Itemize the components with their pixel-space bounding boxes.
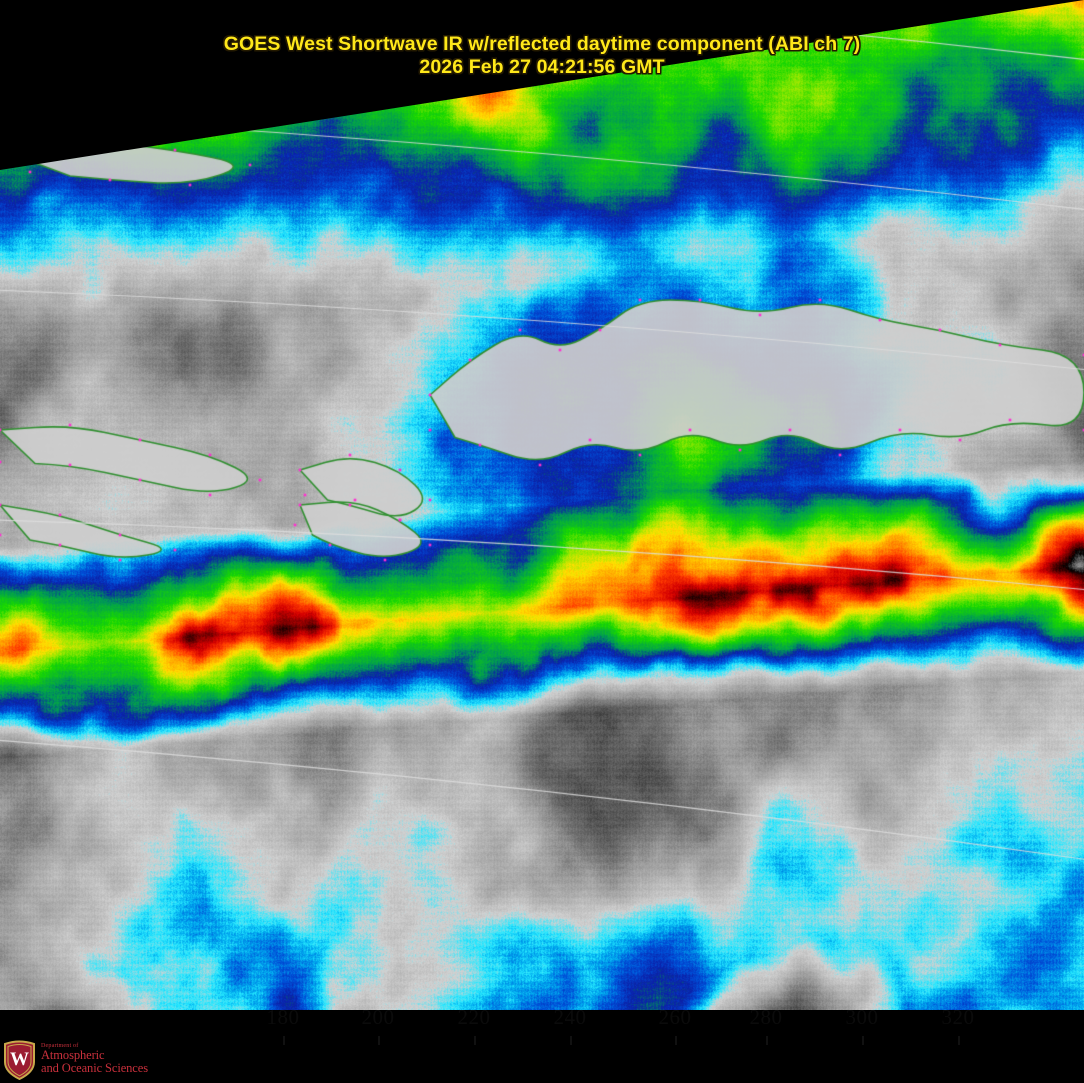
colorbar-tick-mark [958,1036,960,1045]
logo-dept-label: Department of [41,1042,79,1049]
colorbar-tick-label: 260 [658,1005,692,1029]
colorbar-zone: 180 200 220 240 260 280 300 320 [0,1005,1084,1083]
colorbar-tick-mark [474,1036,476,1045]
colorbar-tick-label: 300 [845,1005,879,1029]
logo-line-2: and Oceanic Sciences [41,1060,148,1075]
colorbar-tick-mark [675,1036,677,1045]
colorbar-tick-mark [570,1036,572,1045]
colorbar-tick-label: 320 [941,1005,975,1029]
logo-text-block: Department of Atmospheric and Oceanic Sc… [41,1043,148,1075]
uw-madison-logo: W Department of Atmospheric and Oceanic … [0,1034,161,1083]
svg-text:W: W [10,1049,29,1070]
logo-line-1: Atmospheric [41,1047,105,1062]
colorbar-tick-mark [862,1036,864,1045]
colorbar-tick-label: 220 [457,1005,491,1029]
colorbar-tick-mark [378,1036,380,1045]
satellite-imagery-canvas [0,0,1084,1010]
colorbar-tick-label: 280 [749,1005,783,1029]
colorbar-tick-label: 200 [361,1005,395,1029]
colorbar-tick-label: 240 [553,1005,587,1029]
uw-crest-icon: W [3,1038,36,1080]
satellite-raster [0,0,1084,1010]
colorbar-tick-mark [766,1036,768,1045]
colorbar-tick-mark [283,1036,285,1045]
colorbar-tick-labels: 180 200 220 240 260 280 300 320 [0,1005,1084,1035]
colorbar-tick-label: 180 [266,1005,300,1029]
